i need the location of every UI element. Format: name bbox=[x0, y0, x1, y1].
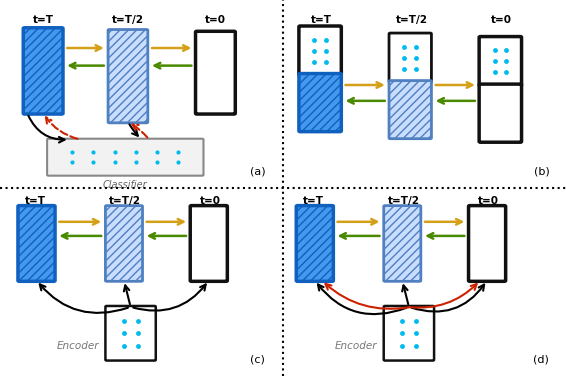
FancyBboxPatch shape bbox=[18, 206, 55, 281]
Text: t=T: t=T bbox=[25, 196, 46, 206]
Text: t=0: t=0 bbox=[205, 15, 226, 24]
Text: t=0: t=0 bbox=[200, 196, 221, 206]
FancyBboxPatch shape bbox=[195, 31, 235, 114]
Text: t=T/2: t=T/2 bbox=[109, 196, 142, 206]
FancyBboxPatch shape bbox=[384, 206, 421, 281]
Text: (d): (d) bbox=[534, 355, 550, 365]
Text: (b): (b) bbox=[534, 167, 549, 177]
Text: Encoder: Encoder bbox=[56, 341, 99, 351]
FancyBboxPatch shape bbox=[469, 206, 505, 281]
Text: t=T: t=T bbox=[311, 15, 332, 24]
FancyBboxPatch shape bbox=[479, 84, 521, 142]
FancyBboxPatch shape bbox=[105, 206, 143, 281]
Text: t=0: t=0 bbox=[478, 196, 499, 206]
FancyBboxPatch shape bbox=[384, 306, 434, 361]
FancyBboxPatch shape bbox=[389, 80, 431, 139]
FancyBboxPatch shape bbox=[296, 206, 333, 281]
FancyBboxPatch shape bbox=[23, 28, 63, 114]
FancyBboxPatch shape bbox=[299, 74, 341, 132]
Text: Encoder: Encoder bbox=[335, 341, 377, 351]
FancyBboxPatch shape bbox=[389, 33, 431, 82]
Text: t=0: t=0 bbox=[491, 15, 512, 24]
Text: (a): (a) bbox=[250, 167, 265, 177]
Text: t=T/2: t=T/2 bbox=[112, 15, 144, 24]
Text: t=T/2: t=T/2 bbox=[388, 196, 419, 206]
Text: t=T/2: t=T/2 bbox=[396, 15, 427, 24]
FancyBboxPatch shape bbox=[47, 139, 204, 176]
FancyBboxPatch shape bbox=[479, 36, 521, 86]
Text: Classifier: Classifier bbox=[103, 180, 148, 190]
FancyBboxPatch shape bbox=[299, 26, 341, 75]
FancyBboxPatch shape bbox=[190, 206, 228, 281]
Text: t=T: t=T bbox=[33, 15, 54, 24]
Text: (c): (c) bbox=[250, 355, 265, 365]
FancyBboxPatch shape bbox=[108, 30, 148, 123]
Text: t=T: t=T bbox=[303, 196, 324, 206]
FancyBboxPatch shape bbox=[105, 306, 156, 361]
